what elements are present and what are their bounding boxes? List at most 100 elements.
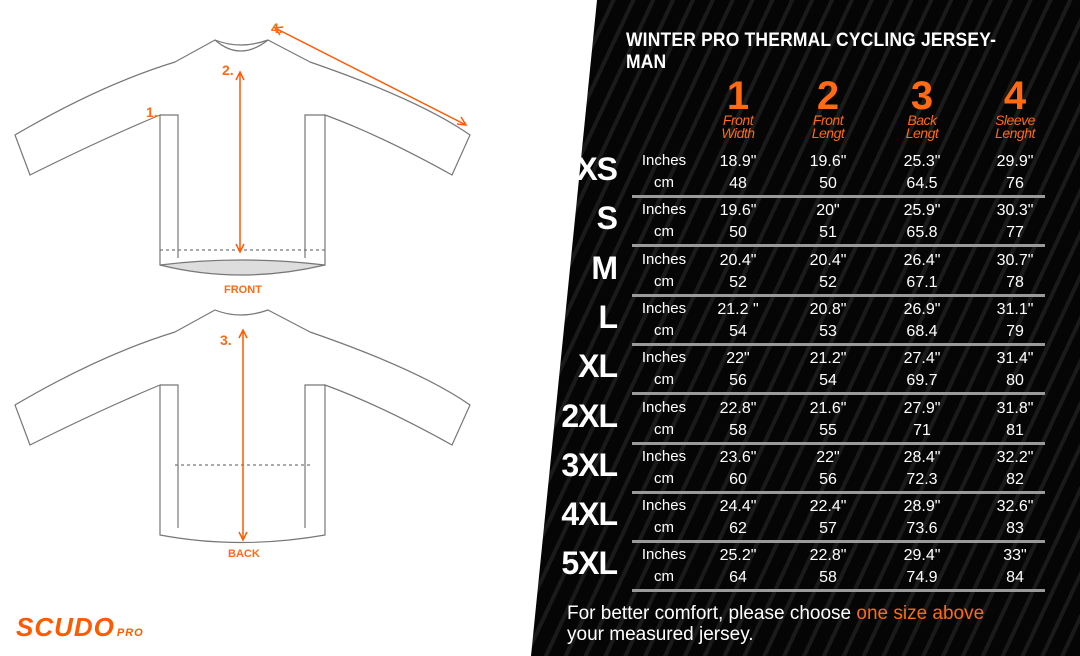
cell-inches: 30.3" [996, 202, 1034, 220]
unit-cm: cm [654, 321, 674, 339]
sizing-note: For better comfort, please choose one si… [567, 603, 985, 645]
cell-cm: 74.9 [906, 569, 938, 587]
unit-cm: cm [654, 223, 674, 241]
size-label: 4XL [561, 496, 618, 533]
table-row: Inches cm 20.4" 52 20.4" 52 26.4" 67.1 30.7" 78 [632, 248, 1045, 297]
cell-inches: 19.6" [809, 153, 847, 170]
cell-inches: 28.9" [903, 498, 941, 516]
cell-inches: 19.6" [719, 202, 757, 220]
marker-3: 3. [220, 332, 232, 348]
size-label: 2XL [561, 397, 618, 434]
cell-inches: 20.4" [719, 251, 757, 269]
cell-inches: 21.2 " [717, 300, 759, 318]
cell-cm: 51 [819, 224, 837, 242]
cell-inches: 25.3" [903, 153, 941, 170]
cell-inches: 22.8" [719, 399, 757, 417]
column-header-3: 3 Back Lengt [905, 74, 939, 141]
cell-inches: 21.6" [809, 399, 847, 417]
cell-inches: 20" [816, 202, 840, 220]
table-row: Inches cm 24.4" 62 22.4" 57 28.9" 73.6 32.6" 83 [632, 494, 1045, 544]
cell-cm: 64.5 [906, 175, 938, 192]
table-row: Inches cm 22.8" 58 21.6" 55 27.9" 71 31.8" 81 [632, 396, 1045, 445]
cell-cm: 81 [1006, 421, 1024, 439]
size-label: 5XL [561, 545, 618, 582]
measurement-arrows [235, 26, 468, 542]
cell-cm: 84 [1006, 569, 1024, 587]
cell-cm: 77 [1006, 224, 1024, 242]
cell-inches: 24.4" [719, 498, 757, 516]
cell-cm: 76 [1006, 175, 1024, 192]
cell-cm: 56 [729, 372, 747, 390]
cell-cm: 55 [819, 421, 837, 439]
size-label: M [591, 249, 618, 286]
unit-cm: cm [654, 371, 674, 389]
unit-inches: Inches [641, 349, 687, 367]
cell-inches: 20.4" [809, 251, 847, 269]
cell-cm: 50 [729, 224, 747, 242]
cell-cm: 73.6 [906, 520, 938, 538]
cell-cm: 54 [729, 322, 747, 340]
cell-cm: 60 [729, 470, 747, 488]
cell-cm: 80 [1006, 372, 1024, 390]
unit-cm: cm [654, 519, 674, 537]
unit-cm: cm [654, 568, 674, 586]
unit-inches: Inches [641, 447, 687, 465]
unit-cm: cm [654, 420, 674, 438]
table-row: Inches cm 19.6" 50 20" 51 25.9" 65.8 30.3" 77 [632, 198, 1045, 248]
marker-4: 4. [271, 20, 283, 36]
cell-cm: 79 [1006, 322, 1024, 340]
front-jersey-outline [14, 39, 471, 276]
marker-1: 1. [146, 104, 158, 120]
cell-cm: 62 [729, 520, 747, 538]
cell-cm: 64 [729, 569, 747, 587]
size-label: 3XL [561, 446, 618, 483]
cell-inches: 29.9" [996, 153, 1034, 170]
unit-inches: Inches [641, 299, 687, 317]
table-row: Inches cm 18.9" 48 19.6" 50 25.3" 64.5 29.9" 76 [632, 149, 1045, 198]
cell-inches: 31.1" [996, 300, 1034, 318]
cell-inches: 27.9" [903, 399, 941, 417]
cell-inches: 26.9" [903, 300, 941, 318]
size-label: XS [576, 151, 618, 187]
unit-inches: Inches [641, 250, 687, 268]
cell-inches: 18.9" [719, 153, 757, 170]
cell-inches: 26.4" [903, 251, 941, 269]
unit-inches: Inches [641, 398, 687, 416]
cell-inches: 21.2" [809, 350, 847, 368]
cell-inches: 22.4" [809, 498, 847, 516]
unit-inches: Inches [641, 152, 687, 169]
cell-inches: 22" [726, 350, 750, 368]
cell-inches: 28.4" [903, 448, 941, 466]
table-row: Inches cm 22" 56 21.2" 54 27.4" 69.7 31.4" 80 [632, 346, 1045, 396]
marker-2: 2. [222, 62, 234, 78]
cell-inches: 23.6" [719, 448, 757, 466]
cell-cm: 67.1 [906, 273, 938, 291]
jersey-diagram [14, 26, 471, 544]
unit-inches: Inches [641, 201, 687, 219]
cell-inches: 31.8" [996, 399, 1034, 417]
cell-inches: 29.4" [903, 547, 941, 565]
cell-inches: 25.9" [903, 202, 941, 220]
table-row: Inches cm 23.6" 60 22" 56 28.4" 72.3 32.2" 82 [632, 445, 1045, 494]
cell-inches: 32.2" [996, 448, 1034, 466]
table-row: Inches cm 25.2" 64 22.8" 58 29.4" 74.9 33" 84 [632, 543, 1045, 593]
cell-cm: 52 [819, 273, 837, 291]
cell-inches: 22.8" [809, 547, 847, 565]
cell-inches: 20.8" [809, 300, 847, 318]
table-row: Inches cm 21.2 " 54 20.8" 53 26.9" 68.4 31.1" 79 [632, 297, 1045, 346]
cell-inches: 27.4" [903, 350, 941, 368]
unit-inches: Inches [641, 497, 687, 515]
cell-cm: 58 [729, 421, 747, 439]
cell-cm: 52 [729, 273, 747, 291]
size-label: S [596, 200, 618, 237]
size-label: XL [578, 348, 618, 385]
cell-inches: 25.2" [719, 547, 757, 565]
unit-inches: Inches [641, 546, 687, 564]
cell-cm: 56 [819, 470, 837, 488]
cell-cm: 69.7 [906, 372, 938, 390]
cell-inches: 30.7" [996, 251, 1034, 269]
cell-cm: 65.8 [906, 224, 938, 242]
cell-cm: 68.4 [906, 322, 938, 340]
front-label: FRONT [224, 284, 262, 296]
